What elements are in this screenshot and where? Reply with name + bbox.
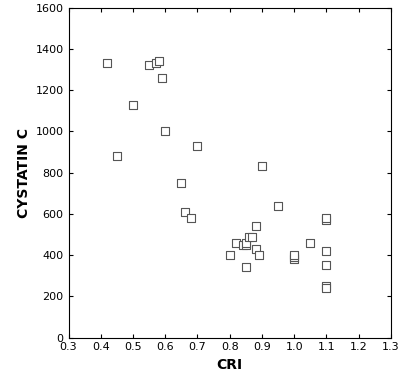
Point <box>323 262 330 268</box>
Point <box>243 242 249 248</box>
Point <box>291 254 297 260</box>
Point <box>243 240 249 246</box>
Point <box>252 223 259 229</box>
Point <box>162 128 168 135</box>
Point <box>130 102 136 108</box>
Point <box>323 283 330 289</box>
Point <box>156 58 162 64</box>
Point <box>188 215 194 221</box>
Point <box>252 246 259 252</box>
Y-axis label: CYSTATIN C: CYSTATIN C <box>17 128 31 218</box>
Point <box>114 153 120 159</box>
Point <box>226 252 233 258</box>
Point <box>239 242 246 248</box>
Point <box>181 209 188 215</box>
Point <box>275 203 281 209</box>
Point <box>249 234 256 240</box>
Point <box>291 252 297 258</box>
Point <box>323 285 330 291</box>
X-axis label: CRI: CRI <box>217 358 243 372</box>
Point <box>307 240 314 246</box>
Point <box>152 60 159 66</box>
Point <box>291 256 297 262</box>
Point <box>146 62 152 69</box>
Point <box>256 252 262 258</box>
Point <box>194 143 201 149</box>
Point <box>323 217 330 223</box>
Point <box>104 60 110 66</box>
Point <box>159 75 165 81</box>
Point <box>243 264 249 270</box>
Point <box>323 248 330 254</box>
Point <box>233 240 239 246</box>
Point <box>323 215 330 221</box>
Point <box>178 180 185 186</box>
Point <box>246 234 252 240</box>
Point <box>259 163 265 170</box>
